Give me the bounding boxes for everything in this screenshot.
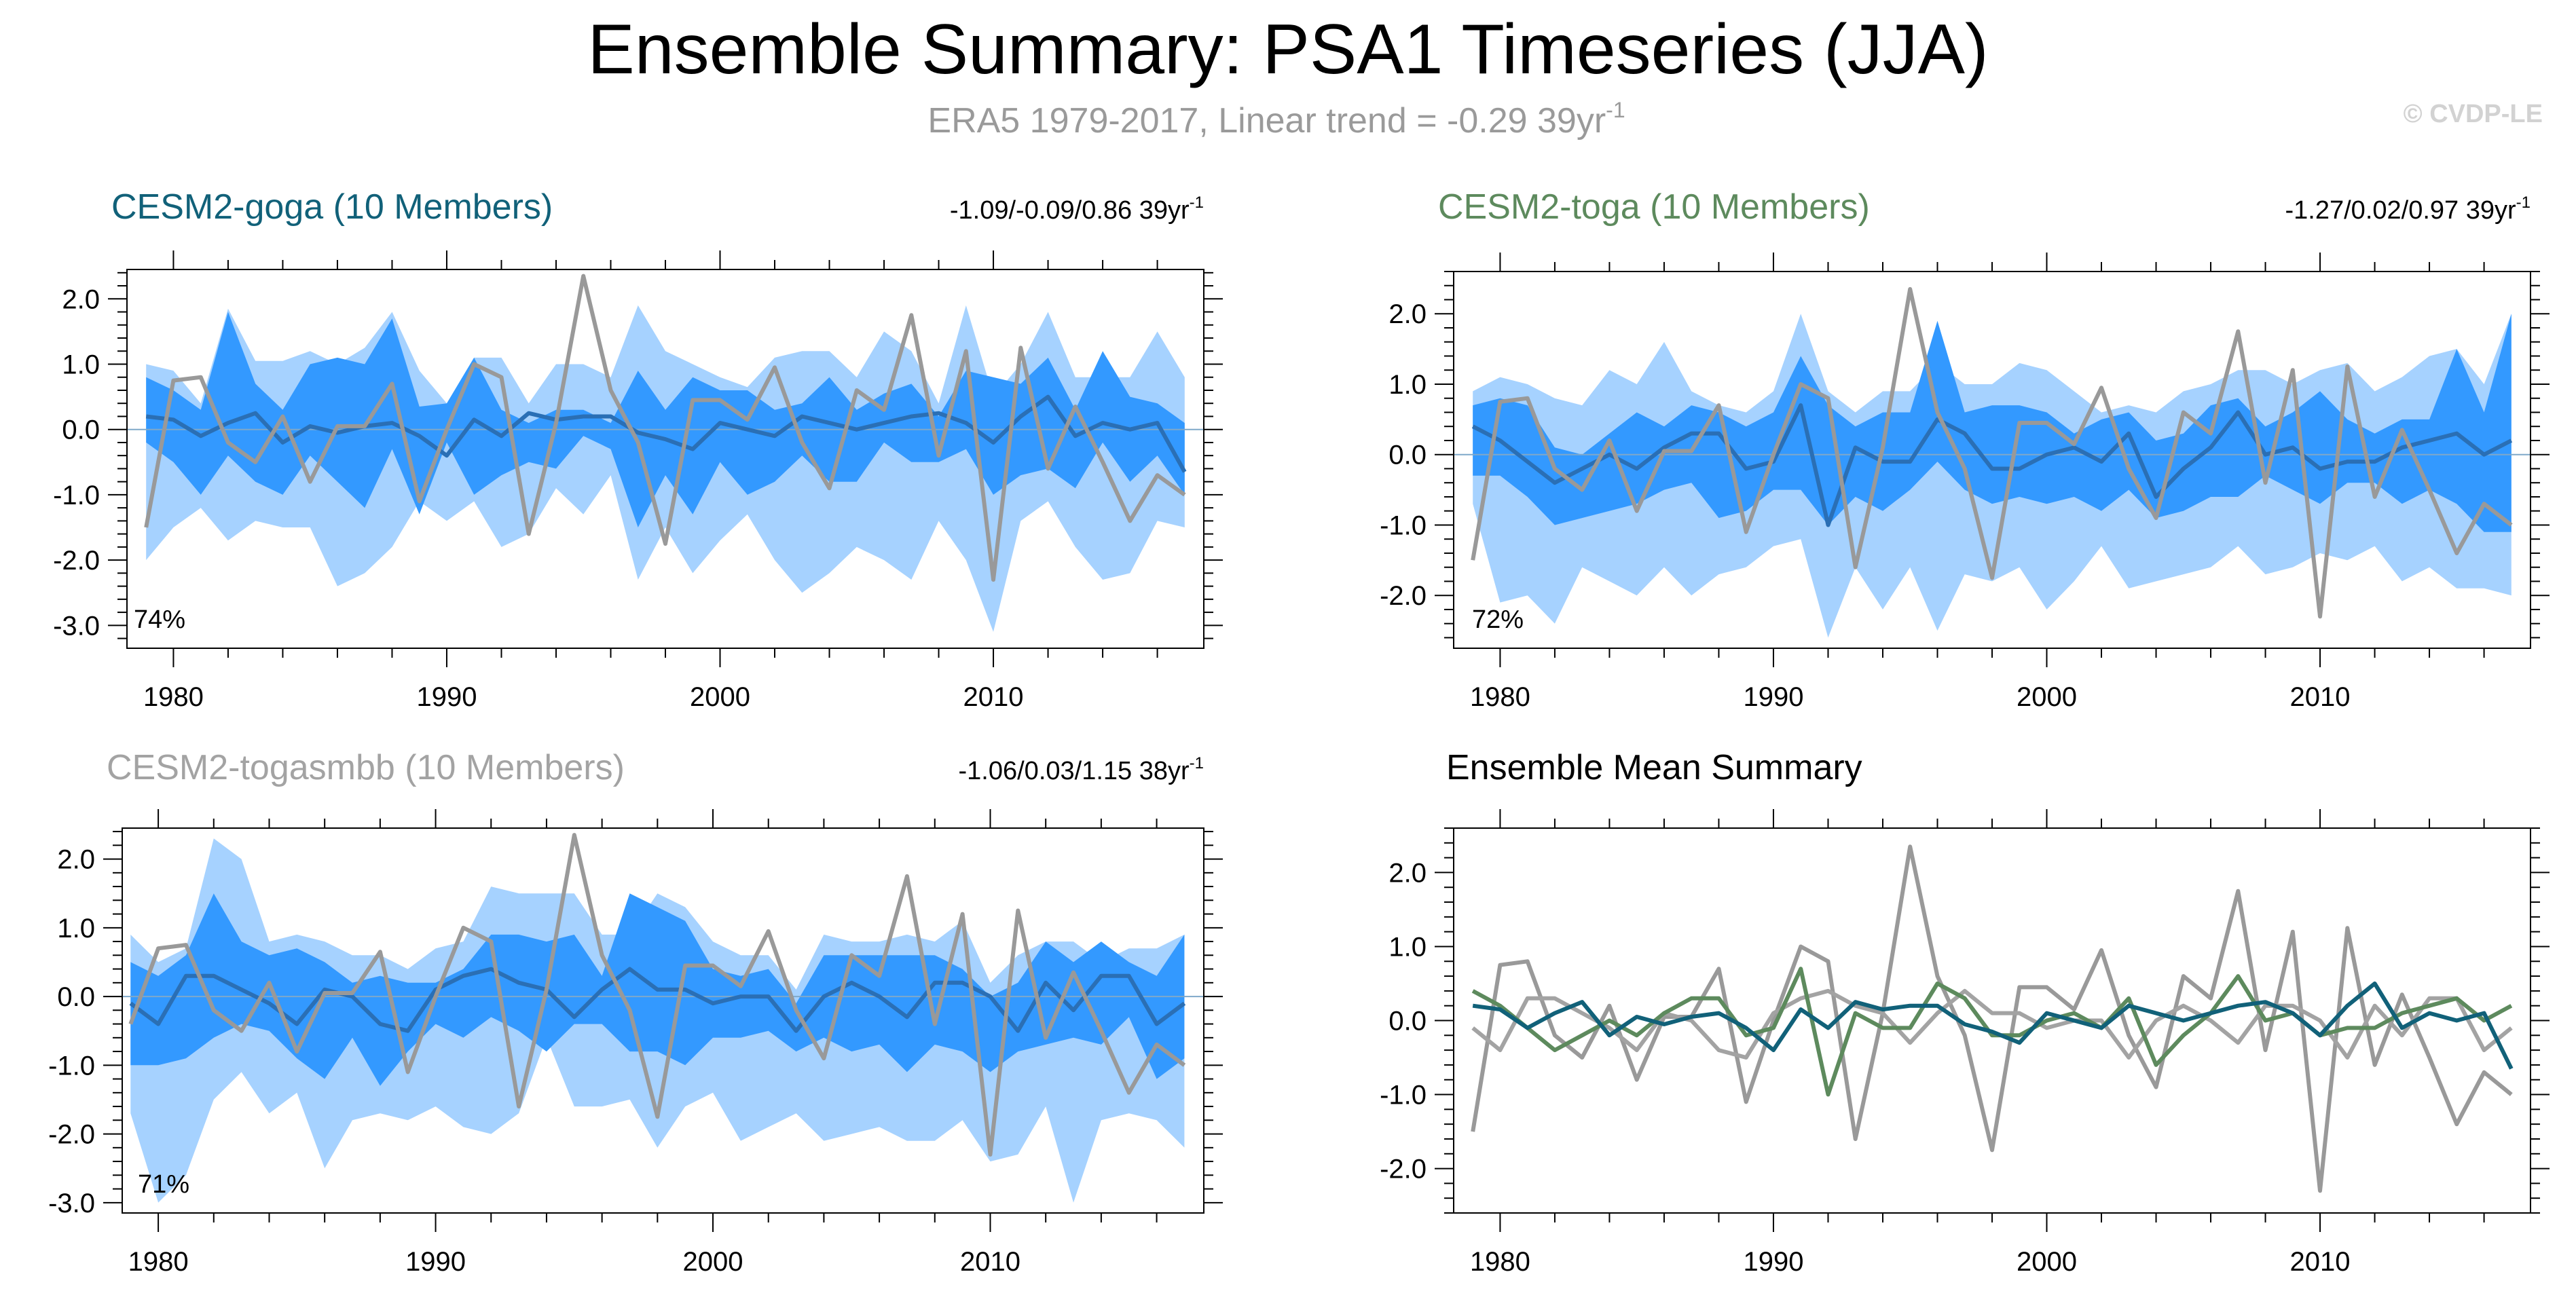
panel-toga: CESM2-toga (10 Members) -1.27/0.02/0.97 3… — [1380, 187, 2550, 712]
panel-frame — [122, 827, 1204, 1214]
plot-area — [122, 833, 1204, 1203]
y-tick-label: -1.0 — [53, 481, 100, 510]
panel-title: Ensemble Mean Summary — [1446, 748, 1862, 787]
x-tick-label: 1980 — [143, 682, 204, 712]
y-tick-label: 1.0 — [57, 914, 95, 943]
figure-subtitle-sup: -1 — [1606, 98, 1625, 122]
y-tick-label: 0.0 — [62, 415, 100, 445]
y-tick-label: 1.0 — [62, 350, 100, 380]
x-tick-label: 2010 — [2290, 682, 2351, 712]
plot-area — [127, 274, 1204, 632]
series-line-2 — [1471, 967, 2513, 1097]
x-tick-label: 2010 — [960, 1247, 1020, 1277]
y-tick-label: 2.0 — [57, 845, 95, 875]
panel-stats: -1.27/0.02/0.97 39yr-1 — [2285, 193, 2531, 225]
y-tick-label: 0.0 — [1388, 441, 1427, 470]
y-tick-label: -2.0 — [1380, 1155, 1427, 1184]
x-tick-label: 1980 — [1470, 682, 1530, 712]
panel-stats-text: -1.06/0.03/1.15 38yr — [959, 757, 1190, 785]
panel-title: CESM2-togasmbb (10 Members) — [107, 748, 625, 787]
panel-goga: CESM2-goga (10 Members) -1.09/-0.09/0.86 … — [53, 187, 1223, 712]
x-tick-label: 1990 — [1743, 682, 1803, 712]
y-tick-label: 0.0 — [57, 982, 95, 1012]
percent-label: 74% — [134, 605, 185, 634]
x-tick-label: 1990 — [1743, 1247, 1803, 1277]
percent-label: 71% — [138, 1170, 189, 1199]
band-inner-25-75 — [146, 312, 1185, 527]
panel-stats-sup: -1 — [1190, 193, 1204, 212]
panel-title: CESM2-toga (10 Members) — [1438, 187, 1870, 227]
x-tick-label: 2000 — [2017, 1247, 2077, 1277]
x-tick-label: 2010 — [2290, 1247, 2351, 1277]
x-tick-label: 2000 — [2017, 682, 2077, 712]
y-tick-label: 2.0 — [1388, 299, 1427, 329]
panel-summary: Ensemble Mean Summary -2.0 -1.0 0.0 1.0 2.0 19… — [1380, 748, 2550, 1277]
y-tick-label: 2.0 — [1388, 858, 1427, 888]
panel-stats-text: -1.09/-0.09/0.86 39yr — [950, 196, 1190, 225]
x-tick-label: 1980 — [1470, 1247, 1530, 1277]
observed-line — [128, 833, 1186, 1157]
x-tick-label: 1990 — [416, 682, 477, 712]
series-line-3 — [1472, 982, 2514, 1070]
watermark: © CVDP-LE — [2404, 100, 2543, 128]
x-tick-label: 2000 — [683, 1247, 743, 1277]
panel-stats: -1.06/0.03/1.15 38yr-1 — [959, 754, 1204, 785]
y-tick-label: -1.0 — [1380, 1081, 1427, 1110]
y-tick-label: -1.0 — [1380, 510, 1427, 540]
figure-subtitle: ERA5 1979-2017, Linear trend = -0.29 39y… — [927, 98, 1625, 141]
ensemble-mean-line — [129, 967, 1186, 1033]
figure-subtitle-text: ERA5 1979-2017, Linear trend = -0.29 39y… — [927, 101, 1606, 141]
panels: CESM2-goga (10 Members) -1.09/-0.09/0.86 … — [48, 187, 2550, 1277]
panel-togasmbb: CESM2-togasmbb (10 Members) -1.06/0.03/1.… — [48, 748, 1223, 1277]
x-tick-label: 1980 — [128, 1247, 189, 1277]
y-tick-label: 1.0 — [1388, 932, 1427, 962]
x-tick-label: 2010 — [963, 682, 1024, 712]
y-tick-label: -3.0 — [53, 611, 100, 641]
panel-stats-sup: -1 — [1190, 754, 1204, 772]
y-tick-label: -2.0 — [1380, 581, 1427, 611]
y-tick-label: 1.0 — [1388, 370, 1427, 400]
y-tick-label: -2.0 — [53, 546, 100, 576]
percent-label: 72% — [1472, 605, 1524, 634]
plot-area — [1454, 286, 2531, 638]
series-line-1 — [1471, 988, 2513, 1060]
observed-line — [1471, 286, 2513, 619]
plot-area — [1471, 844, 2514, 1193]
figure-title: Ensemble Summary: PSA1 Timeseries (JJA) — [587, 10, 1988, 89]
y-tick-label: 0.0 — [1388, 1007, 1427, 1036]
x-tick-label: 1990 — [405, 1247, 466, 1277]
panel-stats: -1.09/-0.09/0.86 39yr-1 — [950, 193, 1204, 225]
panel-stats-sup: -1 — [2516, 193, 2531, 212]
panel-stats-text: -1.27/0.02/0.97 39yr — [2285, 196, 2516, 225]
y-tick-label: 2.0 — [62, 284, 100, 314]
y-tick-label: -2.0 — [48, 1120, 95, 1150]
panel-title: CESM2-goga (10 Members) — [111, 187, 553, 227]
y-tick-label: -1.0 — [48, 1051, 95, 1081]
x-tick-label: 2000 — [690, 682, 750, 712]
observed-line — [144, 274, 1186, 582]
y-tick-label: -3.0 — [48, 1189, 95, 1218]
